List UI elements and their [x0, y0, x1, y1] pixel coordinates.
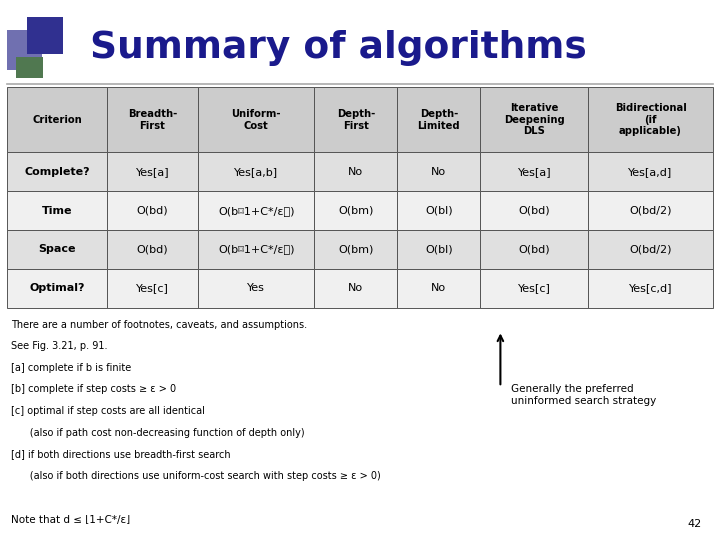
Text: No: No [348, 284, 364, 293]
Text: Space: Space [38, 245, 76, 254]
Text: Optimal?: Optimal? [30, 284, 85, 293]
Bar [198, 230, 315, 269]
Text: O(b⌑1+C*/ε⌒): O(b⌑1+C*/ε⌒) [218, 245, 294, 254]
Text: See Fig. 3.21, p. 91.: See Fig. 3.21, p. 91. [11, 341, 107, 352]
Text: [c] optimal if step costs are all identical: [c] optimal if step costs are all identi… [11, 406, 204, 416]
Bar [107, 230, 198, 269]
Bar [107, 87, 198, 152]
Bar [588, 269, 713, 308]
Bar [480, 230, 588, 269]
Text: Yes[a,b]: Yes[a,b] [234, 167, 279, 177]
Bar [7, 30, 42, 70]
Text: Yes[a]: Yes[a] [135, 167, 169, 177]
Text: Yes[c,d]: Yes[c,d] [629, 284, 672, 293]
Text: (also if path cost non-decreasing function of depth only): (also if path cost non-decreasing functi… [11, 428, 305, 438]
Bar [480, 152, 588, 191]
Bar [16, 57, 43, 78]
Text: O(bd/2): O(bd/2) [629, 245, 672, 254]
Text: [d] if both directions use breadth-first search: [d] if both directions use breadth-first… [11, 449, 230, 460]
Text: O(bd): O(bd) [137, 206, 168, 215]
Bar [315, 191, 397, 230]
Bar [7, 191, 107, 230]
Bar [7, 269, 107, 308]
Bar [107, 269, 198, 308]
Bar [27, 17, 63, 54]
Text: Depth-
Limited: Depth- Limited [418, 109, 460, 131]
Bar [397, 230, 480, 269]
Text: O(bd): O(bd) [518, 245, 550, 254]
Text: [b] complete if step costs ≥ ε > 0: [b] complete if step costs ≥ ε > 0 [11, 384, 176, 395]
Bar [397, 191, 480, 230]
Bar [480, 87, 588, 152]
Bar [588, 191, 713, 230]
Text: (also if both directions use uniform-cost search with step costs ≥ ε > 0): (also if both directions use uniform-cos… [11, 471, 381, 481]
Text: Iterative
Deepening
DLS: Iterative Deepening DLS [504, 103, 564, 137]
Text: Yes: Yes [247, 284, 265, 293]
Bar [480, 269, 588, 308]
Bar [107, 152, 198, 191]
Bar [198, 191, 315, 230]
Text: O(bd): O(bd) [518, 206, 550, 215]
Text: O(bl): O(bl) [425, 206, 453, 215]
Text: O(bm): O(bm) [338, 206, 374, 215]
Text: Yes[c]: Yes[c] [518, 284, 551, 293]
Bar [7, 87, 107, 152]
Text: O(b⌑1+C*/ε⌒): O(b⌑1+C*/ε⌒) [218, 206, 294, 215]
Bar [315, 152, 397, 191]
Bar [588, 87, 713, 152]
Text: Yes[c]: Yes[c] [136, 284, 169, 293]
Text: 42: 42 [688, 519, 702, 529]
Bar [397, 152, 480, 191]
Bar [315, 269, 397, 308]
Text: Depth-
First: Depth- First [337, 109, 375, 131]
Text: Breadth-
First: Breadth- First [128, 109, 177, 131]
Bar [397, 87, 480, 152]
Text: No: No [431, 284, 446, 293]
Text: Generally the preferred
uninformed search strategy: Generally the preferred uninformed searc… [511, 384, 657, 406]
Text: Note that d ≤ ⌊1+C*/ε⌋: Note that d ≤ ⌊1+C*/ε⌋ [11, 515, 130, 525]
Text: O(bm): O(bm) [338, 245, 374, 254]
Bar [198, 87, 315, 152]
Bar [7, 230, 107, 269]
Bar [397, 269, 480, 308]
Bar [315, 230, 397, 269]
Text: O(bd): O(bd) [137, 245, 168, 254]
Bar [198, 269, 315, 308]
Text: [a] complete if b is finite: [a] complete if b is finite [11, 363, 131, 373]
Text: No: No [348, 167, 364, 177]
Bar [198, 152, 315, 191]
Bar [588, 230, 713, 269]
Text: Criterion: Criterion [32, 115, 82, 125]
Bar [315, 87, 397, 152]
Text: Bidirectional
(if
applicable): Bidirectional (if applicable) [615, 103, 686, 137]
Text: Complete?: Complete? [24, 167, 90, 177]
Bar [480, 191, 588, 230]
Text: Yes[a,d]: Yes[a,d] [629, 167, 672, 177]
Bar [107, 191, 198, 230]
Text: O(bd/2): O(bd/2) [629, 206, 672, 215]
Text: Summary of algorithms: Summary of algorithms [90, 30, 587, 66]
Text: No: No [431, 167, 446, 177]
Bar [588, 152, 713, 191]
Text: Uniform-
Cost: Uniform- Cost [232, 109, 281, 131]
Bar [7, 152, 107, 191]
Text: There are a number of footnotes, caveats, and assumptions.: There are a number of footnotes, caveats… [11, 320, 307, 330]
Text: O(bl): O(bl) [425, 245, 453, 254]
Text: Time: Time [42, 206, 72, 215]
Text: Yes[a]: Yes[a] [518, 167, 551, 177]
